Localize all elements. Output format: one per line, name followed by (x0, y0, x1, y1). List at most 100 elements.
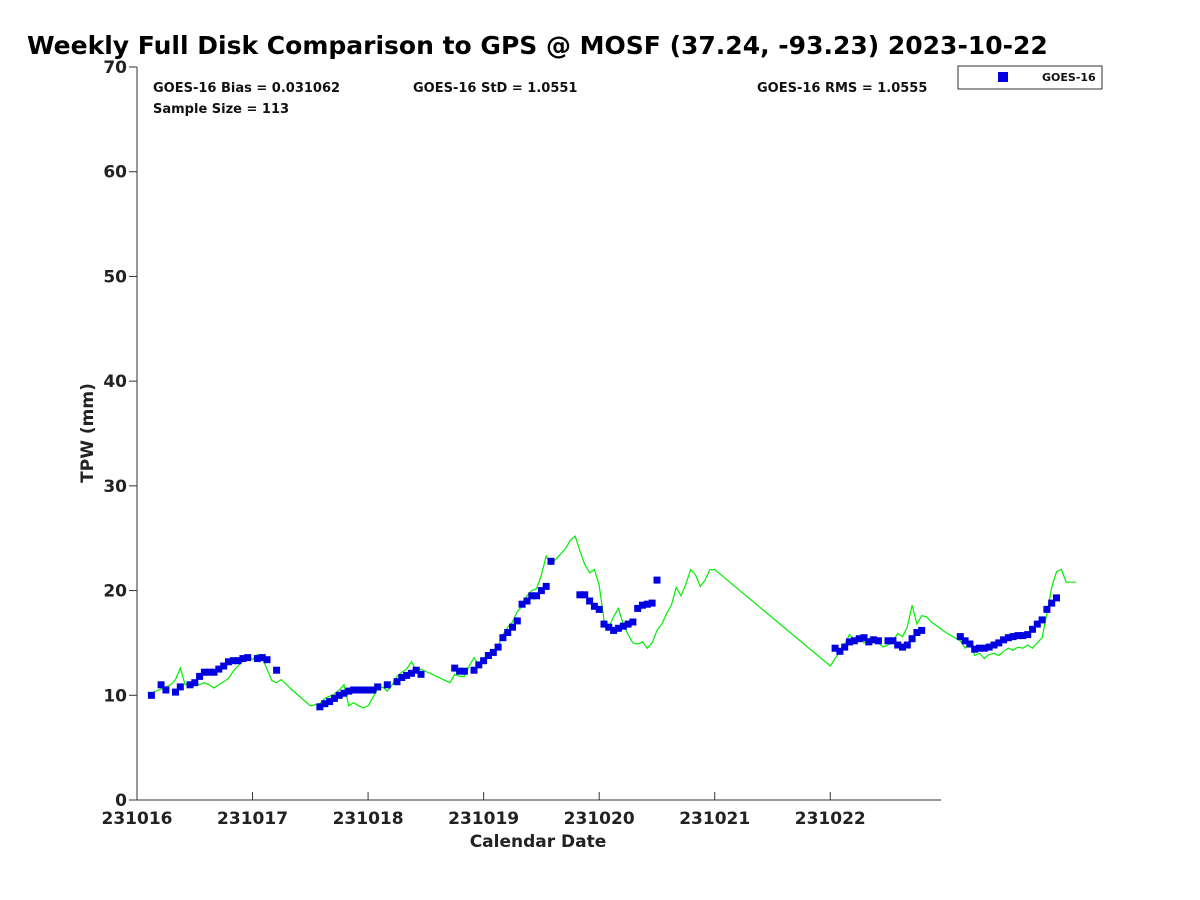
goes16-point (484, 652, 492, 659)
goes16-point (504, 629, 512, 636)
goes16-point (225, 658, 232, 666)
goes16-point (475, 661, 483, 669)
goes16-point (200, 668, 208, 676)
x-tick-label: 231019 (448, 809, 519, 829)
goes16-point (1004, 634, 1012, 642)
x-tick-label: 231018 (333, 809, 404, 829)
goes16-point (234, 657, 242, 665)
goes16-point (576, 591, 584, 599)
x-tick-label: 231016 (102, 809, 173, 829)
goes16-point (537, 587, 545, 595)
gps-line (151, 535, 1076, 709)
goes16-point (480, 657, 488, 665)
sample-size-annotation: Sample Size = 113 (153, 102, 289, 117)
goes16-point (172, 688, 179, 696)
y-tick-label: 20 (103, 582, 127, 602)
legend-marker-goes16 (998, 72, 1008, 82)
goes16-point (321, 700, 329, 708)
goes16-point (1033, 620, 1041, 628)
goes16-point (489, 648, 497, 656)
goes16-point (1000, 636, 1008, 644)
goes16-point (460, 667, 468, 675)
x-axis-label: Calendar Date (470, 832, 607, 852)
goes16-point (157, 681, 165, 689)
legend-label-goes16: GOES-16 (1042, 71, 1096, 84)
y-tick-label: 40 (103, 372, 127, 392)
goes16-point (865, 638, 873, 646)
goes16-point (918, 626, 926, 634)
goes16-point (456, 667, 464, 675)
goes16-point (470, 666, 478, 674)
x-tick-label: 231020 (564, 809, 635, 829)
goes16-point (513, 617, 521, 625)
goes16-point (210, 668, 218, 676)
goes16-point (412, 666, 420, 674)
goes16-point (976, 644, 983, 652)
goes16-point (451, 664, 459, 672)
goes16-point (610, 626, 618, 634)
goes16-point (499, 634, 507, 642)
goes16-point (1048, 599, 1056, 607)
goes16-point (1019, 632, 1027, 640)
goes16-point (393, 678, 401, 686)
goes16-point (870, 636, 878, 644)
goes16-point (273, 666, 281, 674)
goes16-point (1043, 605, 1051, 613)
goes16-point (340, 689, 348, 697)
goes16-point (533, 592, 541, 600)
goes16-point (903, 641, 911, 649)
goes16-point (205, 668, 213, 676)
goes16-point (971, 645, 979, 653)
goes16-point (403, 671, 411, 679)
goes16-point (841, 643, 849, 651)
goes16-point (643, 600, 651, 608)
goes16-point (1014, 632, 1022, 640)
y-tick-label: 50 (103, 267, 127, 287)
goes16-point (374, 683, 382, 691)
goes16-point (345, 687, 353, 695)
goes16-point (335, 691, 343, 699)
goes16-point (985, 643, 993, 651)
goes16-point (605, 623, 613, 631)
goes16-point (990, 641, 998, 649)
goes16-point (1053, 594, 1060, 602)
goes16-point (364, 686, 372, 694)
chart-title: Weekly Full Disk Comparison to GPS @ MOS… (27, 31, 1048, 60)
goes16-point (229, 657, 237, 665)
goes16-point (639, 601, 646, 609)
goes16-point (417, 670, 425, 678)
x-tick-label: 231017 (217, 809, 288, 829)
rms-annotation: GOES-16 RMS = 1.0555 (757, 81, 927, 96)
goes16-point (860, 634, 868, 642)
goes16-point (355, 686, 362, 694)
goes16-point (239, 655, 247, 663)
goes16-point (894, 641, 902, 649)
goes16-point (330, 694, 338, 702)
goes16-point (884, 637, 892, 645)
goes16-point (253, 655, 261, 663)
goes16-point (590, 602, 598, 610)
legend-box (957, 65, 1103, 90)
goes16-point (518, 600, 526, 608)
goes16-point (980, 644, 988, 652)
goes16-point (523, 597, 531, 605)
goes16-point (547, 557, 555, 565)
goes16-point (542, 582, 550, 590)
goes16-point (581, 591, 589, 599)
goes16-point (359, 686, 367, 694)
goes16-point (326, 698, 334, 706)
goes16-point (956, 633, 964, 641)
goes16-point (850, 637, 858, 645)
goes16-point (316, 703, 324, 711)
x-tick-label: 231022 (795, 809, 866, 829)
goes16-point (509, 623, 516, 631)
goes16-point (350, 686, 358, 694)
goes16-point (407, 669, 415, 677)
y-tick-label: 0 (115, 791, 127, 811)
goes16-point (995, 639, 1003, 647)
goes16-point (836, 647, 844, 655)
goes16-point (648, 599, 656, 607)
goes16-point (1038, 616, 1046, 624)
